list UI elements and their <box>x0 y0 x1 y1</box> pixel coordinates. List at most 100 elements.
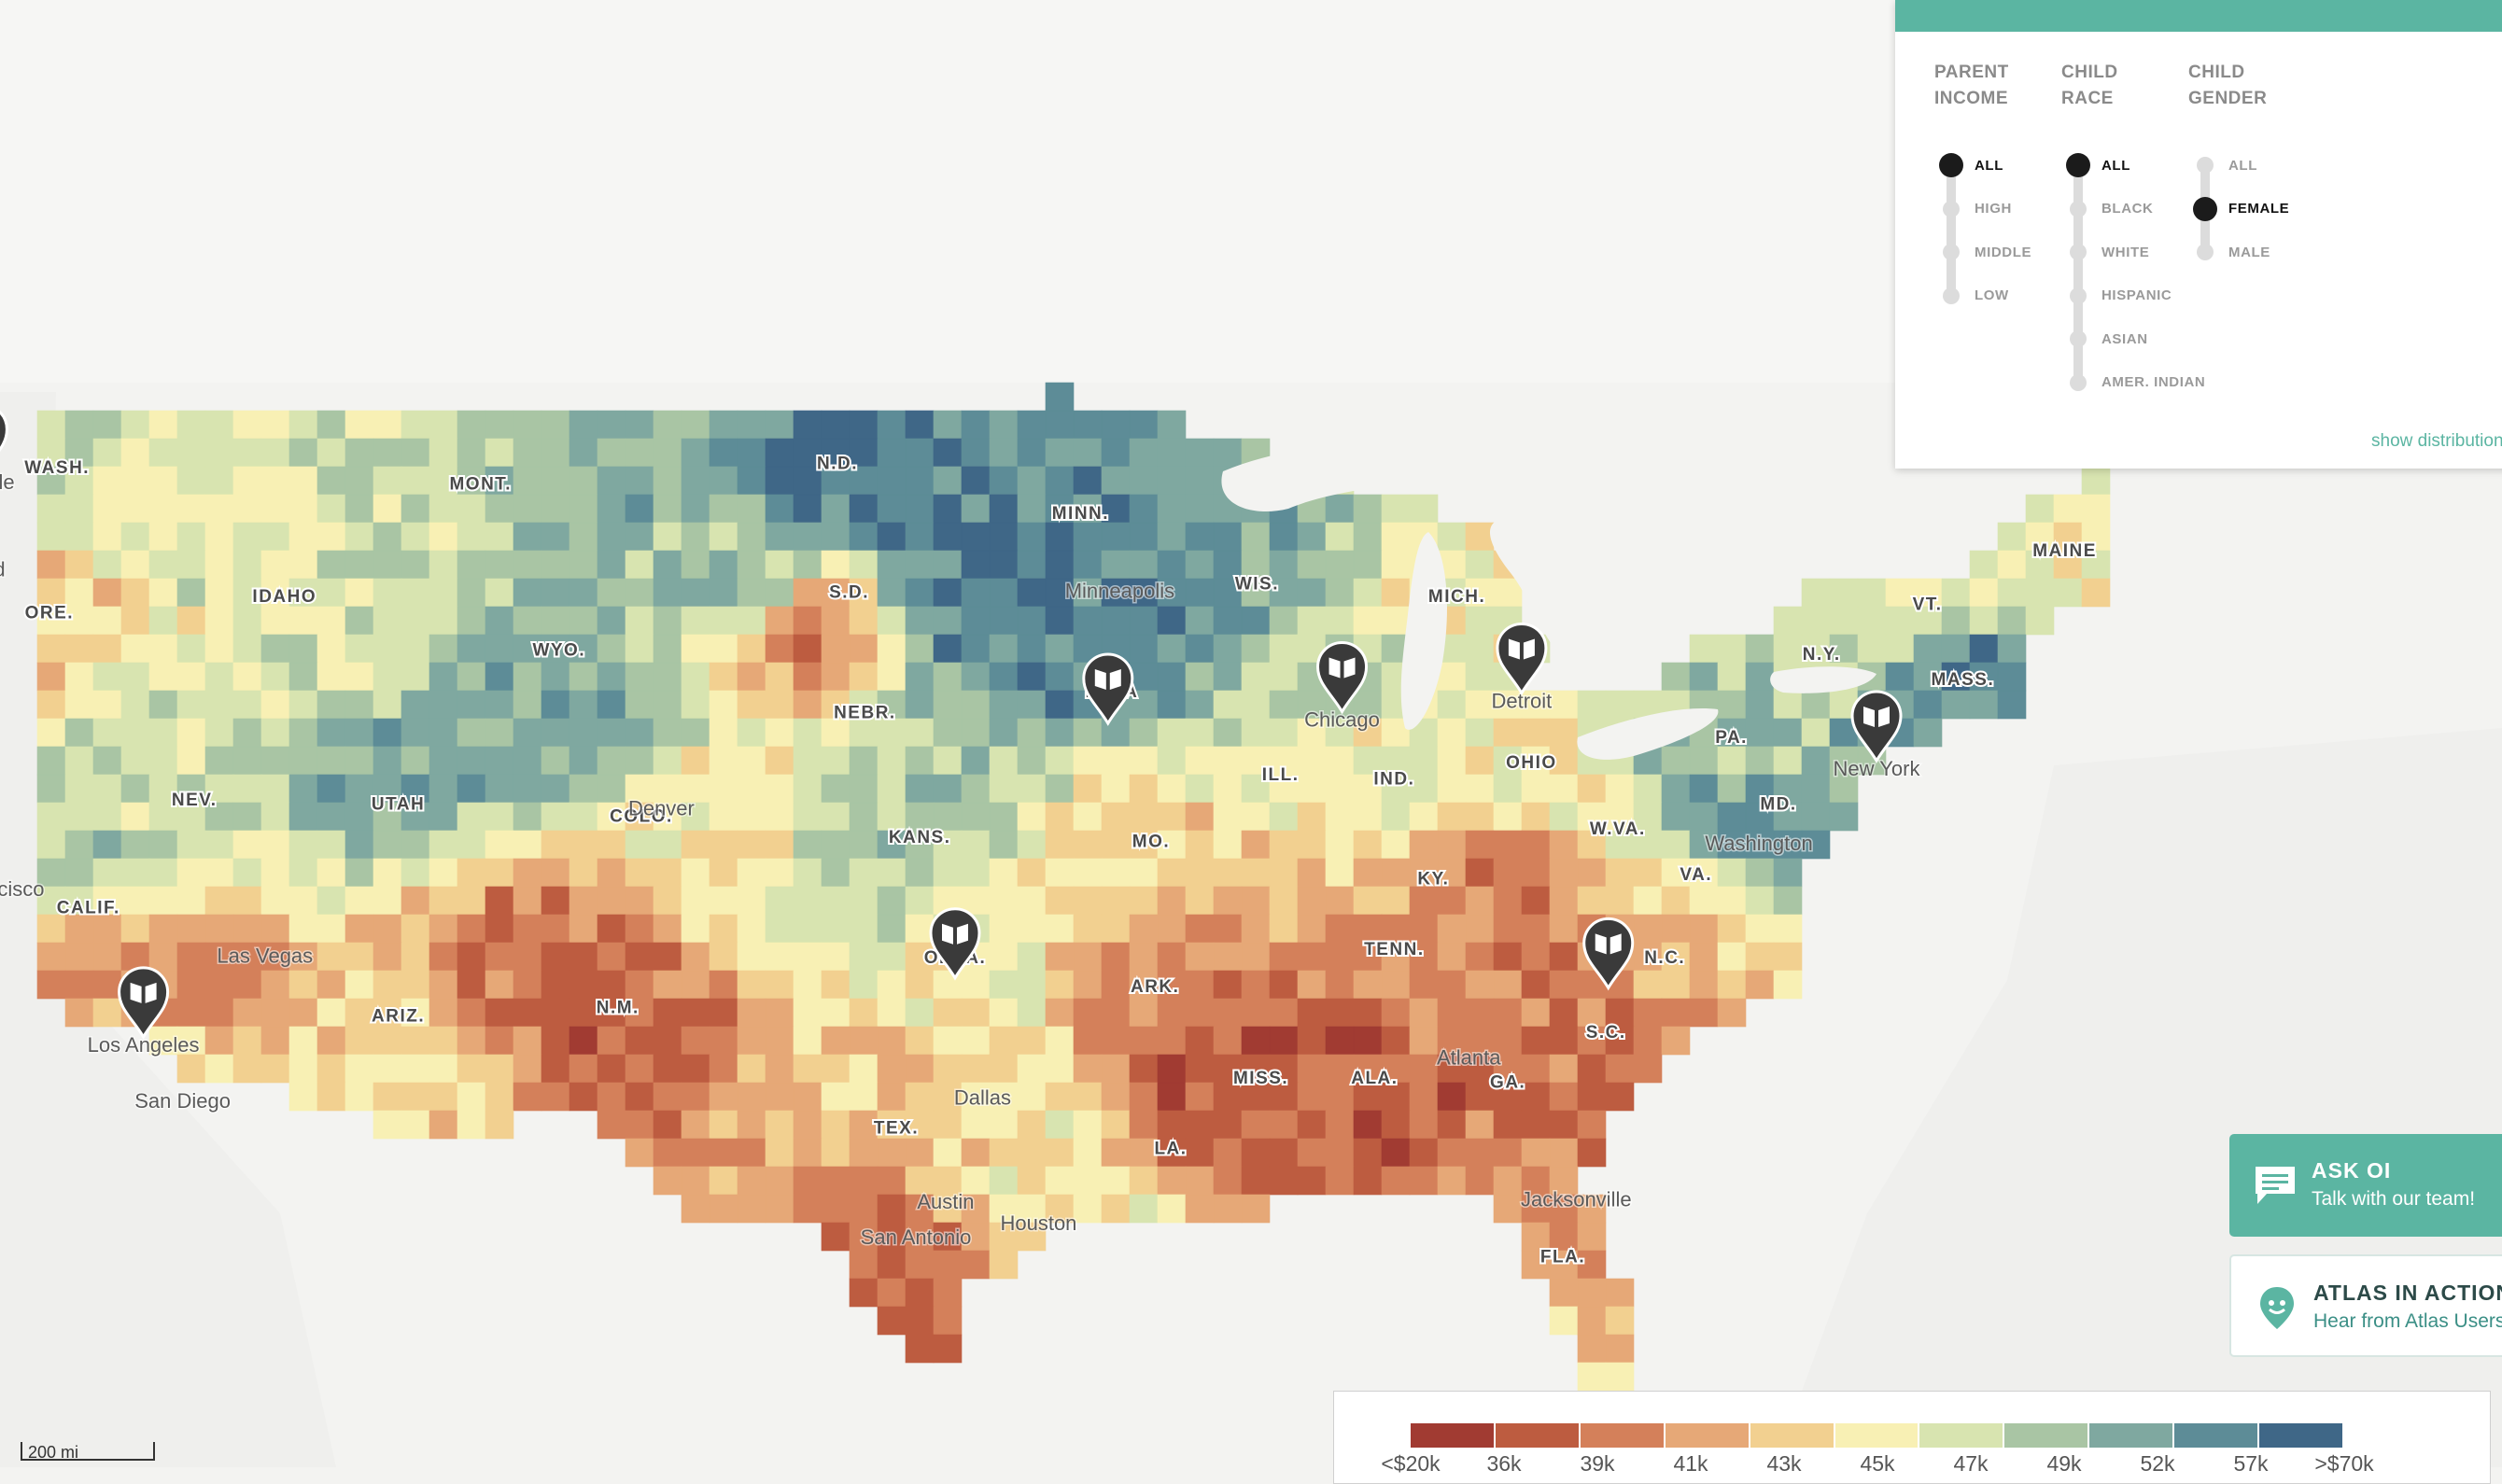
county-cell <box>64 746 94 776</box>
county-cell <box>485 970 514 1000</box>
book-marker-icon[interactable] <box>1582 917 1635 991</box>
filter-option-amer-indian[interactable]: AMER. INDIAN <box>2061 369 2205 397</box>
county-cell <box>1801 746 1831 776</box>
county-cell <box>1549 1138 1579 1168</box>
state-label: N.M. <box>597 998 640 1017</box>
filter-option-label: ALL <box>2101 157 2130 174</box>
county-cell <box>457 606 486 636</box>
county-cell <box>989 886 1019 916</box>
county-cell <box>1325 522 1355 552</box>
filter-option-high[interactable]: HIGH <box>1934 195 2012 223</box>
county-cell <box>372 718 402 748</box>
county-cell <box>1157 746 1187 776</box>
county-cell <box>344 914 374 944</box>
county-cell <box>793 634 822 664</box>
filter-option-label: HISPANIC <box>2101 287 2172 303</box>
county-cell <box>709 1054 738 1084</box>
county-cell <box>961 578 991 608</box>
county-cell <box>1045 1138 1075 1168</box>
county-cell <box>1521 858 1551 888</box>
county-cell <box>905 802 935 832</box>
state-label: MAINE <box>2032 541 2097 561</box>
legend-swatch <box>1834 1423 1920 1448</box>
county-cell <box>877 550 907 580</box>
county-cell <box>1437 690 1467 720</box>
filter-option-asian[interactable]: ASIAN <box>2061 325 2148 353</box>
county-cell <box>1073 1138 1103 1168</box>
book-marker-icon[interactable] <box>1316 640 1369 715</box>
county-cell <box>737 1026 766 1056</box>
county-cell <box>1101 774 1131 804</box>
county-cell <box>429 522 458 552</box>
state-label: GA. <box>1490 1072 1525 1092</box>
county-cell <box>1017 914 1047 944</box>
filter-radio-dot <box>2070 287 2087 304</box>
county-cell <box>1689 886 1719 916</box>
book-marker-icon[interactable] <box>118 966 170 1040</box>
county-cell <box>92 550 122 580</box>
county-cell <box>681 1110 710 1140</box>
county-cell <box>597 522 626 552</box>
county-cell <box>36 746 66 776</box>
county-cell <box>1073 410 1103 440</box>
county-cell <box>1213 690 1243 720</box>
story-markers[interactable] <box>0 405 1903 1040</box>
county-cell <box>1269 634 1299 664</box>
county-cell <box>1157 1026 1187 1056</box>
filter-heading: CHILD GENDER <box>2188 60 2319 112</box>
atlas-in-action-button[interactable]: ATLAS IN ACTION Hear from Atlas Users <box>2229 1254 2502 1357</box>
filter-radio-dot <box>2066 153 2090 177</box>
filter-option-female[interactable]: FEMALE <box>2188 195 2289 223</box>
county-cell <box>1017 438 1047 468</box>
county-cell <box>1129 1026 1159 1056</box>
filter-heading: CHILD RACE <box>2061 60 2192 112</box>
county-cell <box>204 662 234 692</box>
county-cell <box>1661 970 1691 1000</box>
county-cell <box>204 942 234 972</box>
book-marker-icon[interactable] <box>929 907 981 981</box>
county-cell <box>849 802 879 832</box>
county-cell <box>372 550 402 580</box>
county-cell <box>1045 522 1075 552</box>
county-cell <box>933 550 963 580</box>
county-cell <box>1353 746 1383 776</box>
book-marker-icon[interactable] <box>0 405 8 474</box>
book-marker-icon[interactable] <box>1850 690 1903 763</box>
county-cell <box>1073 1054 1103 1084</box>
county-cell <box>429 774 458 804</box>
county-cell <box>961 466 991 496</box>
book-marker-icon[interactable] <box>1082 652 1134 726</box>
county-cell <box>1185 1054 1215 1084</box>
county-cell <box>485 886 514 916</box>
county-cell <box>849 1166 879 1196</box>
book-marker-icon[interactable] <box>1496 622 1548 696</box>
county-cell <box>1465 606 1495 636</box>
county-cell <box>1913 606 1943 636</box>
filter-option-hispanic[interactable]: HISPANIC <box>2061 282 2172 310</box>
filter-option-black[interactable]: BLACK <box>2061 195 2154 223</box>
filter-option-middle[interactable]: MIDDLE <box>1934 238 2031 266</box>
county-cell <box>485 466 514 496</box>
filter-option-male[interactable]: MALE <box>2188 238 2270 266</box>
county-cell <box>765 634 794 664</box>
color-legend: <$20k 36k 39k 41k 43k 45k 47k 49k 52k 57k >$70k <box>1333 1391 2491 1484</box>
show-distribution-link[interactable]: show distribution <box>2371 431 2502 451</box>
ask-oi-button[interactable]: ASK OI Talk with our team! <box>2229 1134 2502 1237</box>
county-cell <box>849 914 879 944</box>
filter-option-label: HIGH <box>1975 201 2012 217</box>
county-cell <box>1717 830 1747 860</box>
filter-option-all[interactable]: ALL <box>1934 151 2003 179</box>
county-cell <box>260 998 290 1028</box>
county-cell <box>765 1026 794 1056</box>
filter-option-all[interactable]: ALL <box>2188 151 2257 179</box>
county-cell <box>597 690 626 720</box>
county-cell <box>120 606 150 636</box>
map-pin-icon <box>2260 1287 2294 1329</box>
county-cell <box>288 1082 318 1112</box>
filter-option-all[interactable]: ALL <box>2061 151 2130 179</box>
filter-option-white[interactable]: WHITE <box>2061 238 2149 266</box>
filter-option-low[interactable]: LOW <box>1934 282 2009 310</box>
county-cell <box>1801 830 1831 860</box>
filter-radio-dot <box>2070 244 2087 260</box>
county-cell <box>569 606 598 636</box>
